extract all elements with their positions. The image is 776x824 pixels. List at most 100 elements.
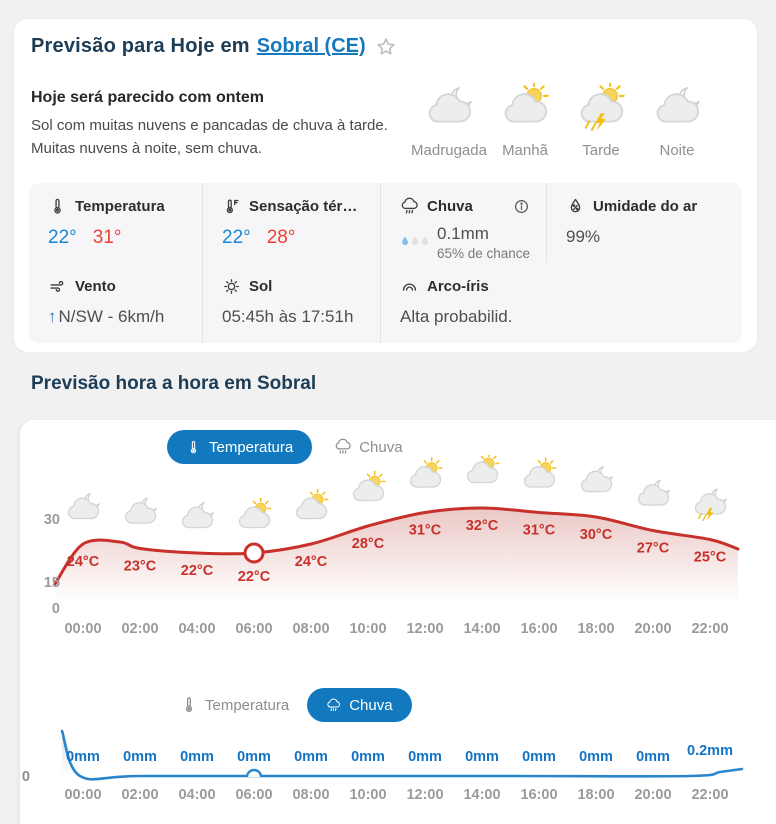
weather-stats-grid: Temperatura 22° 31° Sensação tér… 22° 28… [29, 183, 742, 343]
temp-point-label: 24°C [67, 554, 100, 570]
cloud-moon-icon [580, 466, 613, 493]
temp-point-label: 31°C [409, 523, 442, 539]
cloud-moon-icon [637, 479, 670, 506]
temp-point-label: 22°C [238, 569, 271, 585]
time-label: 04:00 [178, 787, 215, 803]
wind-direction-arrow: ↑ [48, 307, 57, 326]
temperature-line [53, 506, 740, 586]
rain-chance: 65% de chance [437, 246, 531, 261]
stat-empty [546, 263, 742, 343]
selected-hour-marker[interactable] [243, 542, 265, 564]
time-label: 10:00 [349, 621, 386, 637]
stat-umidade: Umidade do ar 99% [546, 183, 742, 263]
droplets-icon [400, 235, 430, 250]
time-label: 08:00 [292, 787, 329, 803]
rain-point-label: 0mm [465, 749, 499, 765]
cloud-sun-icon [295, 488, 329, 520]
rain-point-label: 0mm [351, 749, 385, 765]
feels-min: 22° [222, 227, 251, 248]
cloud-sun-icon [500, 81, 550, 133]
thermometer-icon [186, 440, 201, 455]
time-label: 22:00 [691, 787, 728, 803]
time-label: 18:00 [577, 621, 614, 637]
temp-max: 31° [92, 227, 122, 248]
sun-times: 05:45h às 17:51h [222, 307, 354, 326]
period-noite: Noite [639, 83, 715, 159]
toggle-temperatura-active[interactable]: Temperatura [167, 430, 313, 464]
time-label: 20:00 [634, 787, 671, 803]
time-label: 18:00 [577, 787, 614, 803]
time-label: 16:00 [520, 787, 557, 803]
time-label: 08:00 [292, 621, 329, 637]
toggle-chuva-inactive[interactable]: Chuva [334, 438, 403, 456]
time-label: 12:00 [406, 787, 443, 803]
wind-value: N/SW - 6km/h [58, 307, 165, 326]
stat-arco-iris: Arco-íris Alta probabilid. [380, 263, 546, 343]
storm-moon-icon [694, 488, 727, 521]
summary: Hoje será parecido com ontem Sol com mui… [31, 89, 413, 161]
location-link[interactable]: Sobral (CE) [256, 35, 366, 57]
rain-cloud-icon [326, 698, 341, 713]
period-label: Madrugada [411, 142, 487, 159]
period-label: Tarde [582, 142, 620, 159]
rain-point-label: 0mm [180, 749, 214, 765]
stat-vento: Vento ↑ N/SW - 6km/h [48, 278, 165, 326]
time-label: 10:00 [349, 787, 386, 803]
stat-temperatura: Temperatura 22° 31° [48, 198, 165, 248]
temp-point-label: 24°C [295, 554, 328, 570]
cloud-sun-icon [409, 457, 443, 488]
selected-hour-marker[interactable] [245, 768, 263, 778]
rain-point-label: 0mm [66, 749, 100, 765]
time-label: 14:00 [463, 787, 500, 803]
temp-point-label: 23°C [124, 559, 157, 575]
rain-point-label: 0mm [294, 749, 328, 765]
period-manha: Manhã [487, 81, 563, 159]
y-tick: 15 [44, 575, 60, 591]
period-label: Manhã [502, 142, 548, 159]
time-label: 00:00 [64, 787, 101, 803]
day-periods: Madrugada Manhã Tarde Noite [411, 81, 715, 159]
cloud-sun-icon [238, 497, 272, 529]
time-label: 06:00 [235, 787, 272, 803]
info-icon[interactable] [513, 198, 530, 215]
toggle-temperatura-inactive[interactable]: Temperatura [180, 696, 289, 714]
title-prefix: Previsão para Hoje em [31, 35, 250, 57]
temperature-area [55, 508, 738, 613]
thermometer-icon [180, 696, 198, 714]
time-label: 22:00 [691, 621, 728, 637]
time-label: 02:00 [121, 621, 158, 637]
toggle-chuva-active[interactable]: Chuva [307, 688, 412, 722]
rain-point-label: 0mm [522, 749, 556, 765]
rainbow-icon [400, 277, 419, 296]
temp-min: 22° [48, 227, 77, 248]
time-label: 02:00 [121, 787, 158, 803]
page-title: Previsão para Hoje em Sobral (CE) [31, 35, 397, 58]
hourly-forecast-card: Temperatura Chuva 30 15 0 24°C 00:00 23°C 02:0… [20, 420, 776, 824]
rain-point-label: 0.2mm [687, 743, 733, 759]
rain-cloud-icon [400, 197, 419, 216]
cloud-moon-icon [67, 493, 100, 520]
time-label: 20:00 [634, 621, 671, 637]
time-label: 06:00 [235, 621, 272, 637]
rain-amount: 0.1mm [437, 224, 489, 243]
cloud-sun-icon [523, 457, 557, 488]
stat-chuva: Chuva 0.1mm 65% de chance [380, 183, 546, 263]
humidity-drop-icon [566, 197, 585, 216]
star-icon[interactable] [375, 36, 397, 58]
rain-point-label: 0mm [579, 749, 613, 765]
rain-point-label: 0mm [237, 749, 271, 765]
rain-cloud-icon [334, 438, 352, 456]
summary-text: Sol com muitas nuvens e pancadas de chuv… [31, 117, 388, 158]
stat-sensacao: Sensação tér… 22° 28° [202, 183, 380, 263]
cloud-sun-icon [352, 470, 386, 502]
stat-sol: Sol 05:45h às 17:51h [202, 263, 380, 343]
rain-point-label: 0mm [123, 749, 157, 765]
cloud-moon-icon [181, 502, 214, 529]
temp-point-label: 27°C [637, 541, 670, 557]
storm-sun-icon [576, 81, 626, 133]
temp-point-label: 30°C [580, 527, 613, 543]
rain-chart-toggles: Temperatura Chuva [180, 688, 412, 722]
thermometer-feels-icon [222, 197, 241, 216]
period-label: Noite [659, 142, 695, 159]
temperature-chart: 30 15 0 24°C 00:00 23°C 02:00 22°C 04:00 22°C 06:0… [44, 455, 740, 637]
